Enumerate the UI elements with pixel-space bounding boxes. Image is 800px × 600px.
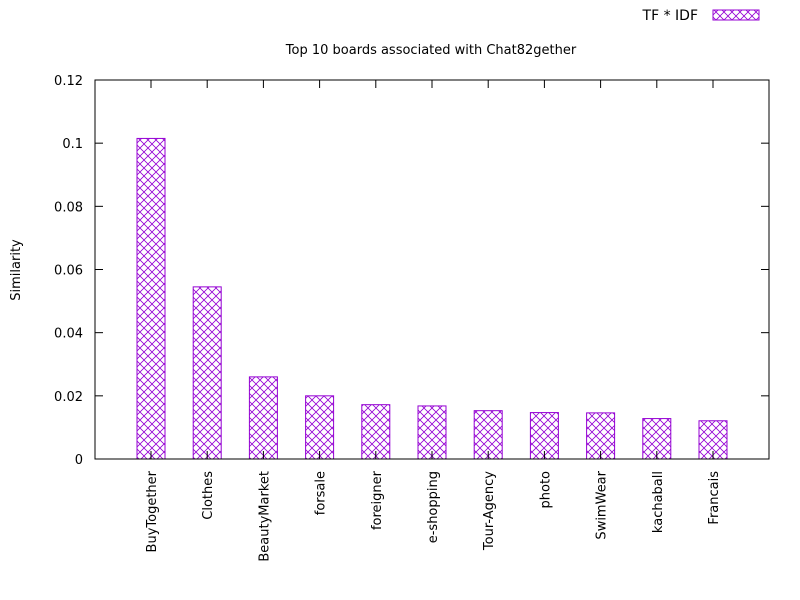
bar-forsale (305, 395, 335, 460)
x-tick-label: photo (538, 471, 553, 509)
plot-frame (94, 79, 770, 460)
x-tick-label: Francais (707, 471, 722, 525)
y-axis-ticks: 0 0.02 0.04 0.06 0.08 0.1 0.12 (54, 74, 769, 468)
y-tick-label: 0.02 (54, 390, 83, 405)
x-tick-label: Clothes (201, 471, 216, 520)
y-tick-label: 0.04 (54, 327, 83, 342)
x-tick-label: foreigner (370, 470, 385, 530)
chart-title: Top 10 boards associated with Chat82geth… (285, 43, 577, 58)
bar-buytogether (136, 137, 166, 460)
y-tick-label: 0 (75, 453, 83, 468)
y-tick-label: 0.08 (54, 200, 83, 215)
x-tick-label: Tour-Agency (482, 471, 497, 551)
y-tick-label: 0.12 (54, 74, 83, 89)
y-tick-label: 0.06 (54, 264, 83, 279)
bars (136, 137, 728, 460)
x-tick-label: e-shopping (426, 471, 441, 543)
legend-swatch (712, 9, 760, 21)
legend-label: TF * IDF (642, 8, 698, 24)
x-tick-label: SwimWear (595, 470, 610, 539)
bar-foreigner (361, 404, 391, 460)
y-tick-label: 0.1 (62, 137, 83, 152)
y-axis-label: Similarity (9, 239, 24, 301)
x-tick-label: BuyTogether (145, 470, 160, 552)
x-tick-label: BeautyMarket (257, 471, 272, 562)
x-tick-label: kachaball (651, 471, 666, 533)
legend: TF * IDF (642, 8, 760, 24)
bar-e-shopping (417, 405, 447, 460)
x-tick-label: forsale (314, 471, 329, 515)
bar-beautymarket (248, 376, 278, 460)
x-axis-tick-labels: BuyTogether Clothes BeautyMarket forsale for… (145, 80, 722, 562)
bar-tour-agency (473, 410, 503, 460)
bar-clothes (192, 286, 222, 460)
